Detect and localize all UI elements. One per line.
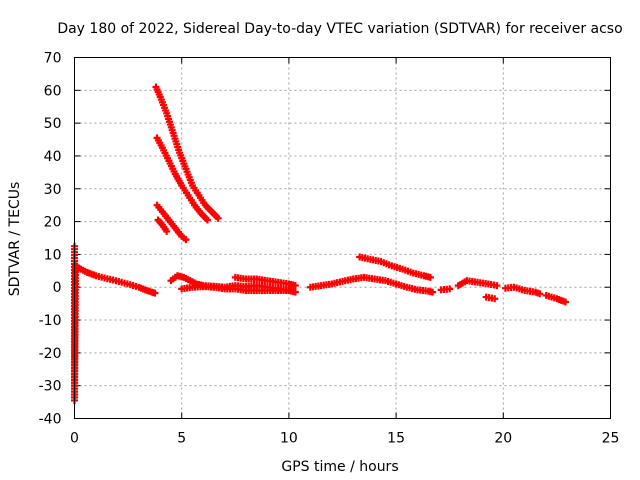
y-tick-label: 50 bbox=[44, 116, 62, 132]
data-point bbox=[446, 285, 454, 293]
series-s8 bbox=[231, 273, 299, 290]
y-tick-label: 0 bbox=[53, 280, 62, 296]
plot-frame bbox=[74, 57, 611, 419]
data-point bbox=[182, 236, 190, 244]
data-point bbox=[291, 288, 299, 296]
data-point bbox=[561, 298, 569, 306]
y-tick-label: 70 bbox=[44, 51, 62, 67]
y-axis-label: SDTVAR / TECUs bbox=[7, 182, 23, 297]
x-axis-label: GPS time / hours bbox=[281, 459, 398, 475]
x-tick-label: 0 bbox=[70, 431, 79, 447]
x-tick-label: 5 bbox=[177, 431, 186, 447]
y-tick-label: 10 bbox=[44, 247, 62, 263]
y-tick-label: -20 bbox=[39, 346, 62, 362]
y-tick-label: -30 bbox=[39, 379, 62, 395]
data-point bbox=[72, 262, 80, 270]
y-tick-label: 30 bbox=[44, 182, 62, 198]
data-point bbox=[426, 273, 434, 281]
series-s16 bbox=[71, 242, 80, 404]
series-s12 bbox=[454, 277, 501, 290]
series-s5 bbox=[154, 216, 171, 235]
x-tick-labels: 0 5 10 15 20 25 bbox=[70, 431, 619, 447]
x-tick-label: 15 bbox=[387, 431, 405, 447]
data-point bbox=[203, 216, 211, 224]
series-s11 bbox=[437, 285, 454, 294]
series-s7 bbox=[178, 283, 299, 296]
data-point bbox=[491, 295, 499, 303]
data-point bbox=[163, 227, 171, 235]
series-s3 bbox=[153, 134, 211, 224]
data-point bbox=[493, 282, 501, 290]
x-tick-label: 25 bbox=[602, 431, 620, 447]
series-s9 bbox=[306, 273, 437, 296]
x-tick-label: 20 bbox=[494, 431, 512, 447]
data-point bbox=[429, 288, 437, 296]
y-tick-label: 60 bbox=[44, 83, 62, 99]
data-marks bbox=[71, 83, 569, 404]
y-tick-label: -10 bbox=[39, 313, 62, 329]
series-s4 bbox=[153, 201, 190, 244]
y-tick-label: 20 bbox=[44, 215, 62, 231]
data-point bbox=[536, 290, 544, 298]
y-tick-label: -40 bbox=[39, 412, 62, 428]
grid bbox=[74, 57, 611, 419]
series-s1 bbox=[72, 262, 159, 297]
y-tick-labels: -40 -30 -20 -10 0 10 20 30 40 50 60 70 bbox=[39, 51, 62, 428]
series-s2 bbox=[152, 83, 222, 222]
chart-title: Day 180 of 2022, Sidereal Day-to-day VTE… bbox=[57, 21, 622, 37]
series-s15 bbox=[542, 291, 569, 306]
data-point bbox=[214, 214, 222, 222]
series-s14 bbox=[501, 283, 544, 298]
y-tick-label: 40 bbox=[44, 149, 62, 165]
data-point bbox=[291, 282, 299, 290]
series-s13 bbox=[482, 293, 499, 303]
series-s10 bbox=[356, 253, 434, 281]
axis-ticks bbox=[74, 57, 611, 419]
x-tick-label: 10 bbox=[280, 431, 298, 447]
data-point bbox=[151, 289, 159, 297]
